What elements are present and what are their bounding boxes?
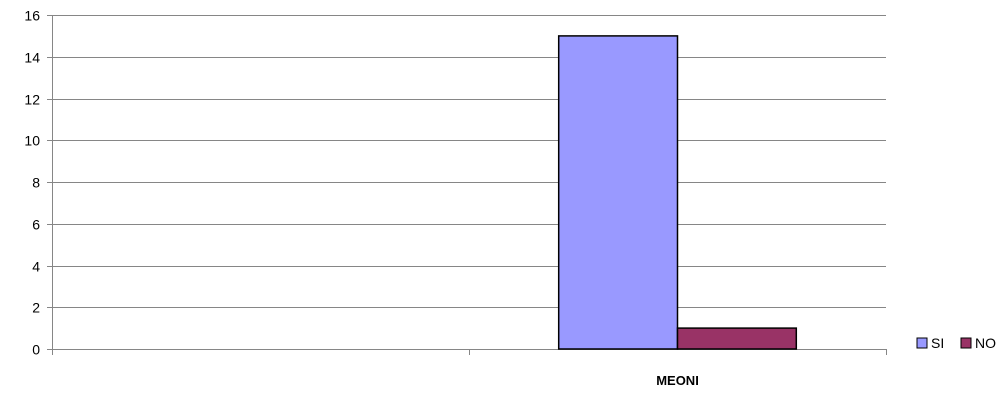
legend-label-no: NO [975,335,996,351]
y-tick-label: 4 [32,259,40,275]
bar-no-meoni [676,327,798,350]
y-tick-label: 12 [24,92,40,108]
y-tick-label: 16 [24,8,40,24]
y-tick-label: 14 [24,50,40,66]
y-tick-label: 0 [32,342,40,358]
y-tick-label: 6 [32,217,40,233]
gridlines [52,15,886,308]
y-tick-label: 10 [24,133,40,149]
legend: SI NO [916,335,996,351]
category-labels: MEONI [656,373,699,388]
axes [47,15,887,355]
bars [557,35,798,350]
legend-swatch-si [916,337,928,349]
y-tick-label: 8 [32,175,40,191]
legend-swatch-no [960,337,972,349]
y-tick-label: 2 [32,300,40,316]
bar-si-meoni [557,35,679,350]
legend-label-si: SI [931,335,944,351]
y-tick-labels: 0 2 4 6 8 10 12 14 16 [24,8,40,358]
x-category-label: MEONI [656,373,699,388]
